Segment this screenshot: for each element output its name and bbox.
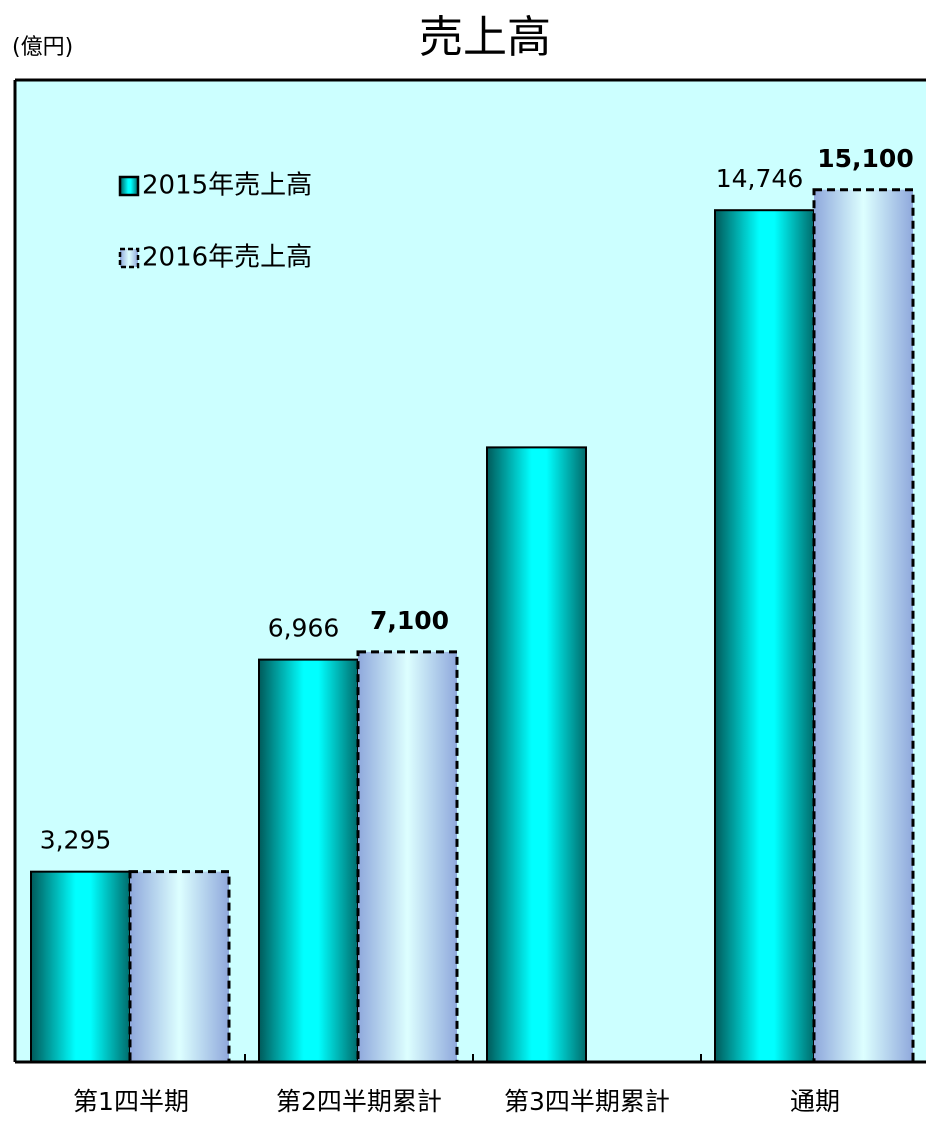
data-label: 14,746 [716,164,803,193]
data-label: 7,100 [370,606,449,635]
x-tick-label: 第3四半期累計 [504,1087,670,1116]
bar [356,650,459,1064]
bar [128,870,231,1064]
y-axis-label: (億円) [12,35,73,60]
x-tick-label: 通期 [790,1087,840,1116]
x-tick-label: 第1四半期 [73,1087,189,1116]
bar [30,870,131,1063]
legend-label: 2015年売上高 [142,171,312,201]
bar [486,446,587,1063]
data-label: 15,100 [817,144,913,173]
data-label: 6,966 [268,614,340,643]
chart-title: 売上高 [419,12,551,63]
legend-swatch [118,175,140,197]
x-tick-label: 第2四半期累計 [276,1087,442,1116]
legend-swatch [118,247,140,269]
bar [258,658,359,1064]
bar [812,188,915,1064]
bar [714,209,815,1063]
legend-label: 2016年売上高 [142,243,312,273]
data-label: 3,295 [40,826,112,855]
